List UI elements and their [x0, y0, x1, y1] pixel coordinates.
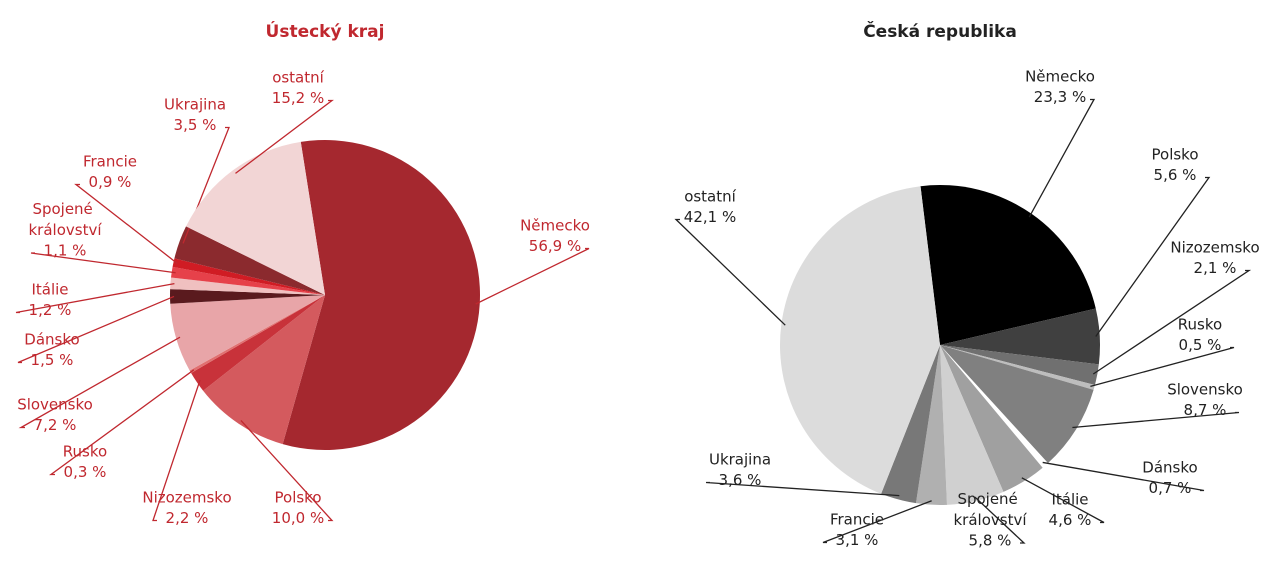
leader-line	[1042, 461, 1205, 492]
leader-line	[240, 419, 334, 522]
category-label: ostatní	[684, 187, 736, 205]
leader-line	[1028, 98, 1096, 218]
category-label: Dánsko	[24, 330, 79, 348]
leader-line	[1072, 411, 1240, 429]
category-label: Spojené království	[953, 490, 1027, 529]
pie-slice	[940, 345, 1095, 390]
leader-line	[475, 247, 590, 305]
leader-line	[17, 295, 175, 364]
category-label: Francie	[830, 510, 884, 528]
value-label: 23,3 %	[1034, 88, 1086, 106]
value-label: 0,7 %	[1149, 479, 1192, 497]
pie-slice	[940, 345, 1094, 464]
chart-title: Ústecký kraj	[266, 20, 385, 42]
leader-line	[705, 481, 900, 497]
category-label: Ukrajina	[164, 95, 226, 113]
leader-line	[15, 282, 175, 314]
leader-line	[235, 99, 334, 174]
pie-slice	[940, 345, 1004, 505]
category-label: Dánsko	[1142, 458, 1197, 476]
pie-slice	[203, 295, 325, 445]
leader-line	[152, 379, 201, 522]
leader-line	[1090, 346, 1235, 388]
category-label: ostatní	[272, 68, 324, 86]
category-label: Itálie	[1051, 490, 1088, 508]
category-label: Francie	[83, 152, 137, 170]
category-label: Nizozemsko	[1170, 238, 1259, 256]
value-label: 1,1 %	[44, 242, 87, 260]
value-label: 2,1 %	[1194, 259, 1237, 277]
value-label: 0,5 %	[1179, 336, 1222, 354]
leader-line	[30, 252, 176, 274]
value-label: 10,0 %	[272, 509, 324, 527]
category-label: Itálie	[31, 280, 68, 298]
value-label: 0,3 %	[64, 463, 107, 481]
pie-slice	[170, 289, 325, 304]
value-label: 0,9 %	[89, 173, 132, 191]
pie-slice	[174, 226, 325, 295]
category-label: Polsko	[275, 488, 322, 506]
leader-line	[1021, 477, 1105, 524]
category-label: Německo	[520, 216, 590, 234]
value-label: 1,5 %	[31, 351, 74, 369]
category-label: Ukrajina	[709, 450, 771, 468]
value-label: 5,6 %	[1154, 166, 1197, 184]
leader-line	[49, 369, 195, 476]
value-label: 7,2 %	[34, 416, 77, 434]
pie-slice	[915, 345, 947, 505]
pie-slice	[170, 277, 325, 295]
pie-slice	[186, 141, 325, 295]
value-label: 2,2 %	[166, 509, 209, 527]
value-label: 5,8 %	[969, 532, 1012, 550]
value-label: 3,1 %	[836, 531, 879, 549]
leader-line	[822, 500, 932, 544]
pie-slice	[940, 345, 1099, 386]
pie-slice	[282, 140, 480, 450]
leader-line	[74, 183, 178, 264]
category-label: Nizozemsko	[142, 488, 231, 506]
value-label: 56,9 %	[529, 237, 581, 255]
category-label: Rusko	[1178, 315, 1222, 333]
pie-slice	[940, 345, 1043, 492]
pie-slice	[920, 184, 1096, 345]
pie-slice	[940, 308, 1100, 365]
category-label: Německo	[1025, 67, 1095, 85]
value-label: 4,6 %	[1049, 511, 1092, 529]
pie-slice	[779, 186, 940, 494]
pie-slice	[940, 345, 1048, 468]
pie-slice	[189, 295, 325, 374]
leader-line	[1092, 269, 1252, 375]
category-label: Spojené království	[28, 200, 102, 239]
value-label: 42,1 %	[684, 208, 736, 226]
pie-slice	[170, 295, 325, 371]
leader-line	[182, 126, 230, 244]
pie-slice	[881, 345, 940, 504]
value-label: 1,2 %	[29, 301, 72, 319]
leader-line	[18, 336, 181, 429]
category-label: Slovensko	[17, 395, 93, 413]
pie-slice	[191, 295, 325, 391]
pie-slice	[170, 266, 325, 295]
pie-slice	[172, 258, 325, 295]
category-label: Slovensko	[1167, 380, 1243, 398]
category-label: Polsko	[1152, 145, 1199, 163]
chart-title: Česká republika	[863, 20, 1017, 42]
leader-line	[974, 496, 1026, 544]
value-label: 15,2 %	[272, 89, 324, 107]
leader-line	[674, 218, 786, 326]
value-label: 3,5 %	[174, 116, 217, 134]
leader-line	[1095, 176, 1211, 337]
category-label: Rusko	[63, 442, 107, 460]
